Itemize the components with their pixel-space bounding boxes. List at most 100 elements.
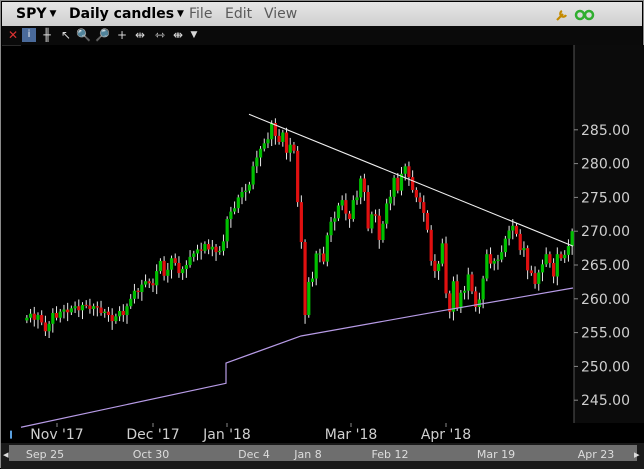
candle-body — [310, 278, 315, 282]
candle-body — [92, 306, 96, 309]
navigator-label: Feb 12 — [372, 448, 409, 461]
candle-body — [329, 221, 333, 236]
link-chain-icon[interactable] — [574, 9, 596, 21]
candle-body — [299, 202, 303, 243]
candle-body — [488, 254, 493, 264]
y-tick-label: 250.00 — [581, 359, 630, 375]
candle-body — [181, 269, 185, 274]
price-chart[interactable]: 240.00245.00250.00255.00260.00265.00270.… — [1, 45, 644, 469]
navigator-label: Oct 30 — [133, 448, 170, 461]
pan-icon[interactable]: ⇹ — [134, 28, 146, 42]
crosshair-icon[interactable]: + — [116, 28, 128, 42]
candle-body — [470, 274, 474, 292]
y-axis-panel — [574, 45, 644, 423]
volume-icon — [10, 430, 12, 439]
candle-body — [433, 260, 437, 272]
candle-body — [544, 254, 548, 265]
candle-body — [132, 290, 137, 299]
candle-body — [340, 200, 344, 206]
candle-body — [77, 306, 81, 311]
navigator-label: Jan 8 — [293, 448, 321, 461]
candle-body — [351, 200, 355, 220]
dropdown-caret-icon[interactable]: ▼ — [190, 30, 198, 40]
menu-file[interactable]: File — [189, 6, 213, 22]
candle-body — [500, 252, 504, 260]
menu-view[interactable]: View — [264, 6, 298, 22]
y-tick-label: 245.00 — [581, 393, 630, 409]
candle-body — [203, 244, 207, 251]
candle-body — [355, 197, 359, 201]
candle-body — [444, 243, 448, 294]
range-icon[interactable]: ⇿ — [154, 28, 166, 42]
timeframe-selector[interactable]: Daily candles ▼ — [69, 6, 184, 22]
plot-area — [21, 45, 574, 423]
candle-body — [40, 315, 44, 323]
candle-body — [333, 218, 337, 222]
candle-body — [277, 135, 281, 142]
candlestick-plot[interactable]: 240.00245.00250.00255.00260.00265.00270.… — [1, 45, 644, 469]
candle-body — [192, 253, 196, 257]
candle-body — [173, 258, 177, 263]
menu-edit[interactable]: Edit — [225, 6, 253, 22]
close-icon[interactable]: ✕ — [7, 28, 19, 42]
candle-body — [117, 310, 122, 317]
candle-body — [95, 306, 99, 308]
x-tick-label: Nov '17 — [30, 427, 83, 443]
candle-body — [292, 144, 296, 151]
candle-body — [322, 253, 326, 262]
range-icon-2[interactable]: ⇼ — [172, 28, 184, 42]
candle-body — [84, 304, 88, 306]
candle-body — [88, 305, 92, 309]
candle-body — [570, 231, 574, 247]
candle-body — [207, 244, 211, 250]
candle-body — [121, 310, 125, 316]
candle-body — [526, 248, 530, 271]
candle-body — [373, 214, 378, 216]
candle-body — [307, 281, 311, 316]
candle-body — [503, 238, 507, 253]
candle-body — [273, 123, 277, 136]
navigator-thumb[interactable] — [9, 445, 637, 461]
x-tick-label: Mar '18 — [325, 427, 378, 443]
candle-body — [344, 200, 348, 214]
bar-style-icon[interactable]: ╫ — [43, 28, 51, 42]
zoom-out-icon[interactable]: 🔎 — [95, 28, 110, 42]
symbol-selector[interactable]: SPY ▼ — [16, 6, 57, 22]
candle-body — [129, 298, 133, 307]
candle-body — [422, 202, 426, 213]
y-tick-label: 255.00 — [581, 326, 630, 342]
info-icon[interactable]: i — [22, 28, 36, 42]
navigator-label: Dec 4 — [238, 448, 270, 461]
candle-body — [270, 123, 274, 140]
trend-line[interactable] — [248, 113, 574, 247]
candle-body — [440, 243, 444, 264]
candle-body — [455, 281, 459, 309]
candle-body — [255, 157, 259, 167]
candle-body — [563, 254, 567, 259]
candle-body — [229, 211, 233, 220]
candle-body — [51, 312, 55, 324]
candle-body — [474, 291, 478, 307]
candle-body — [43, 322, 48, 332]
candle-body — [54, 312, 59, 318]
wrench-icon[interactable] — [555, 8, 569, 22]
zoom-in-icon[interactable]: 🔍 — [76, 28, 91, 42]
navigator-left-arrow[interactable]: ◂ — [3, 448, 9, 461]
candle-body — [58, 311, 62, 318]
candle-body — [522, 248, 526, 251]
navigator-right-arrow[interactable]: ▸ — [634, 448, 640, 461]
y-tick-label: 275.00 — [581, 190, 630, 206]
menu-bar: SPY ▼ Daily candles ▼ File Edit View — [2, 2, 642, 27]
candle-body — [262, 143, 266, 149]
cursor-icon[interactable]: ↖ — [60, 28, 72, 42]
candle-body — [266, 139, 270, 144]
candle-body — [195, 249, 200, 254]
candle-body — [199, 249, 203, 251]
candle-body — [448, 293, 452, 312]
candle-body — [551, 262, 556, 277]
candle-body — [240, 191, 244, 198]
candle-body — [303, 242, 307, 316]
candle-body — [47, 323, 51, 332]
navigator-label: Mar 19 — [477, 448, 515, 461]
candle-body — [314, 253, 318, 279]
